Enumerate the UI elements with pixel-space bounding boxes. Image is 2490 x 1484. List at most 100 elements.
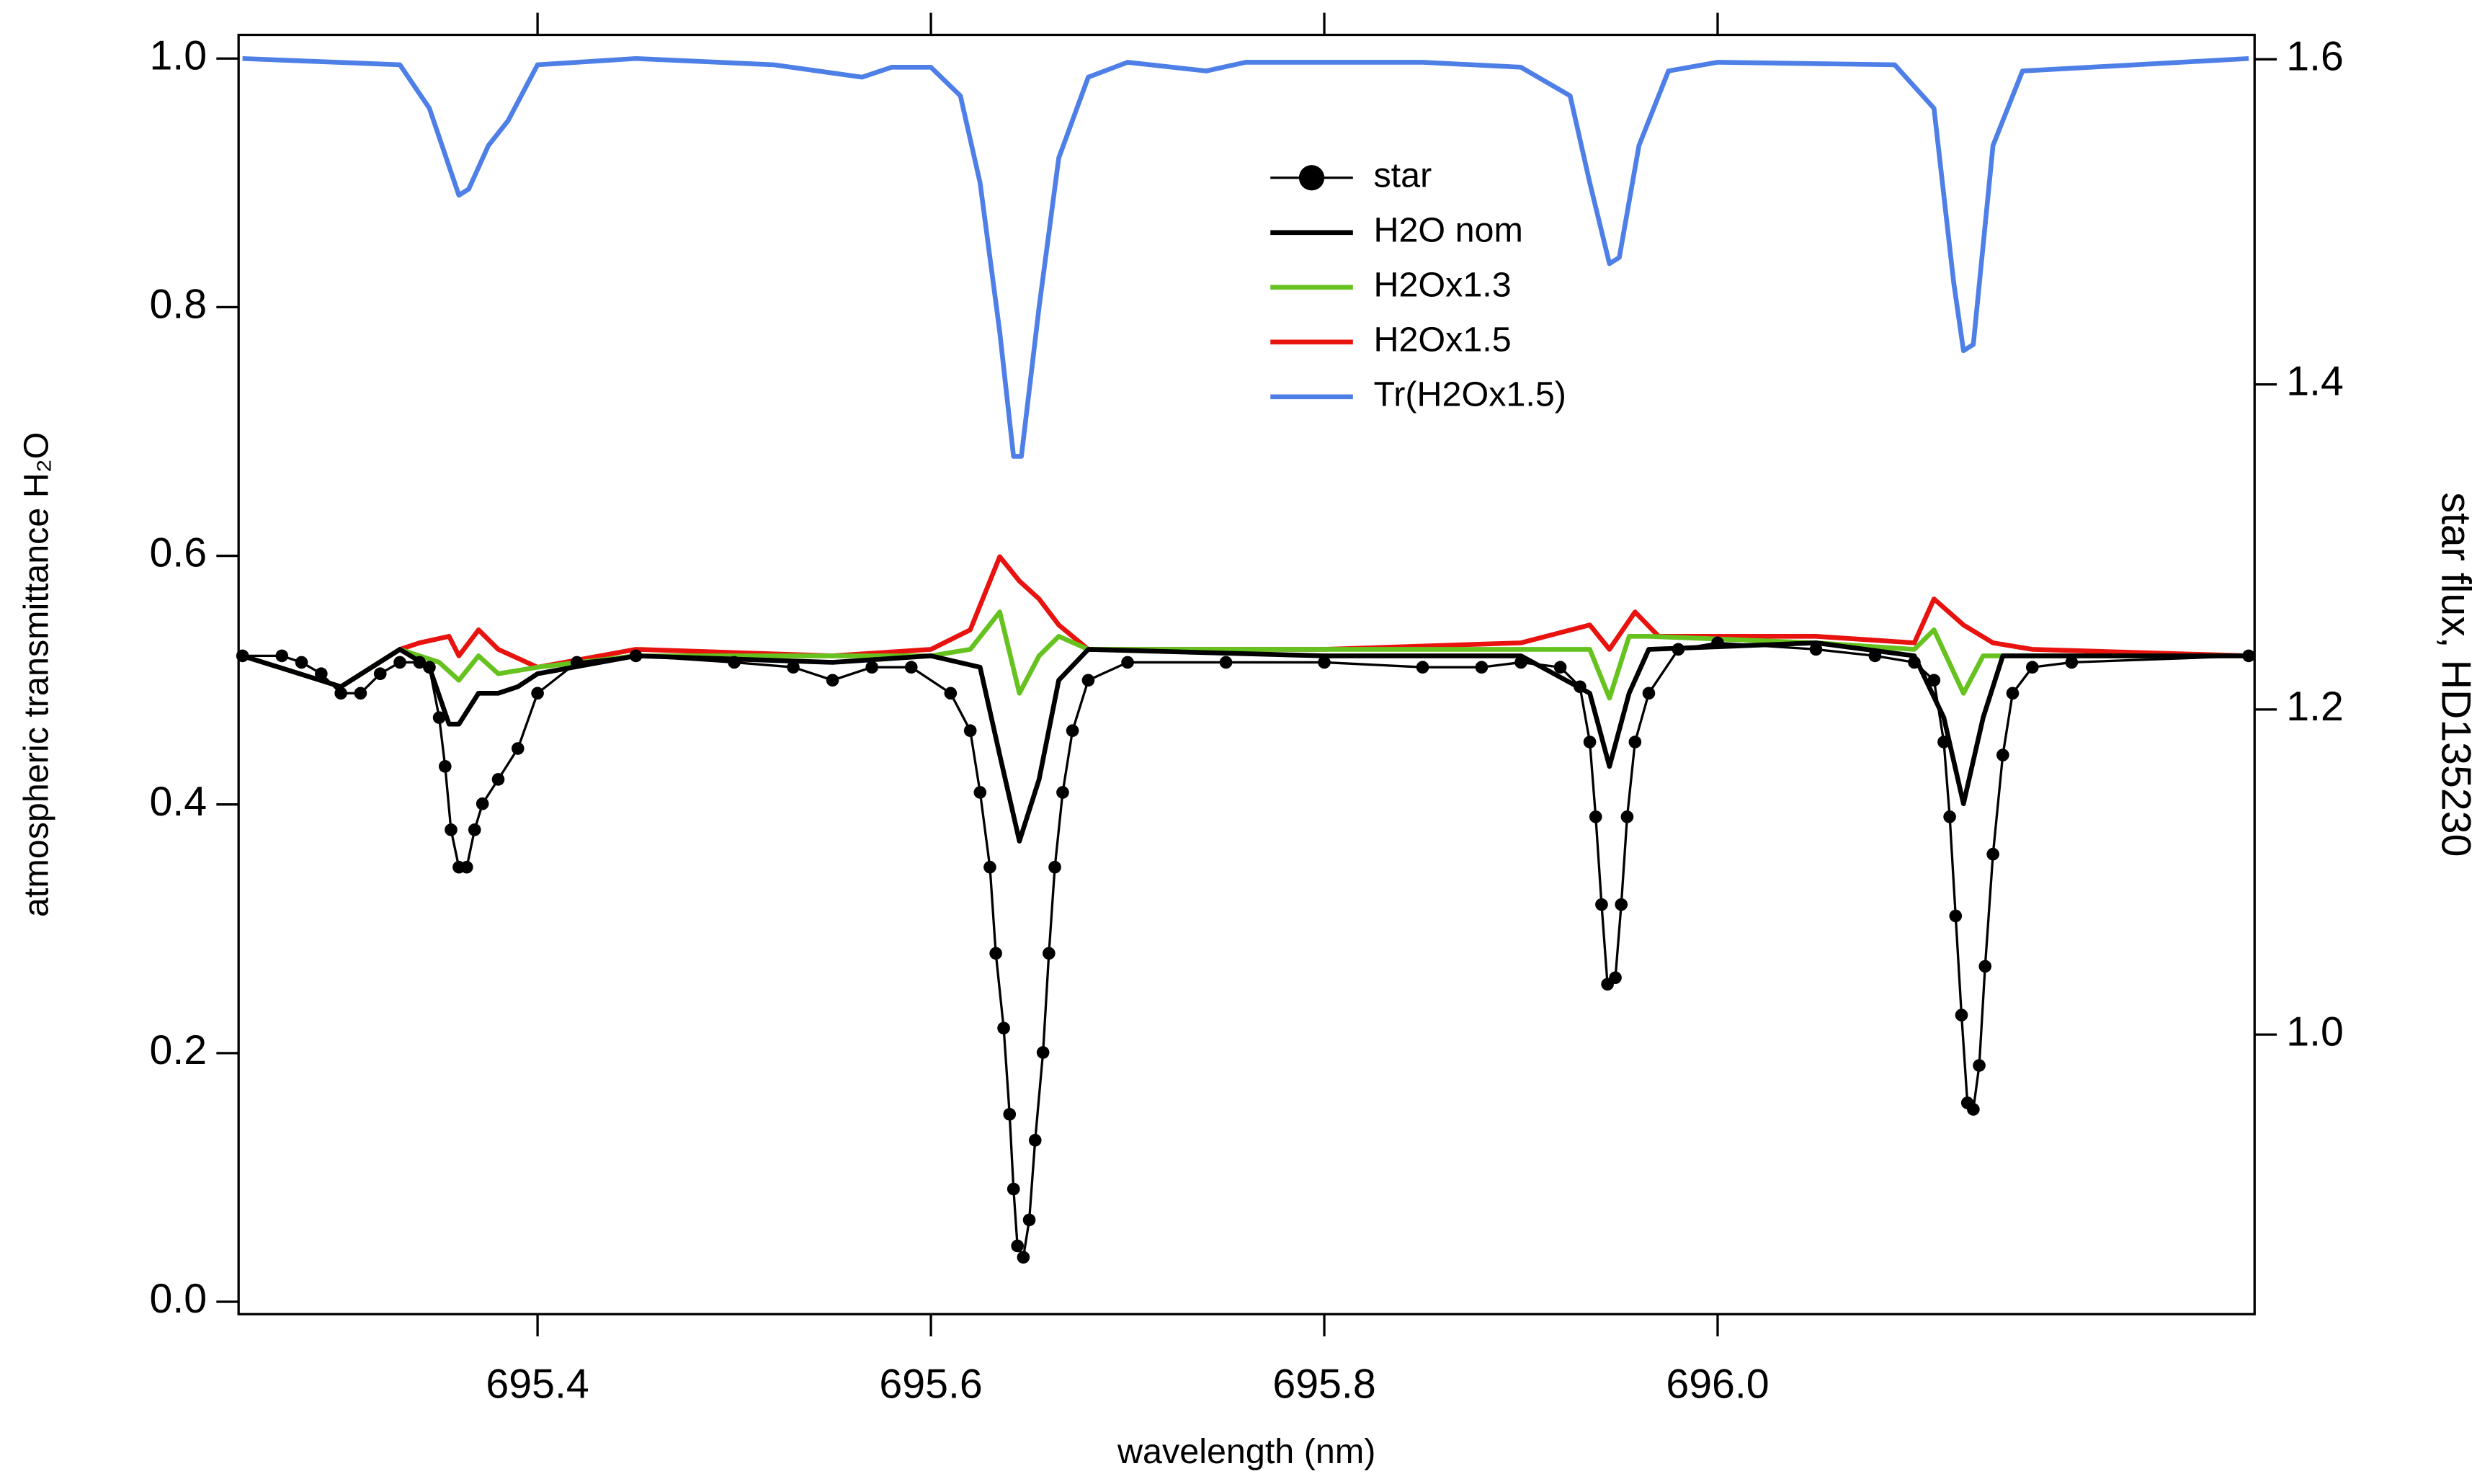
- star-point: [1949, 909, 1963, 923]
- star-point: [491, 773, 505, 786]
- star-point: [826, 674, 839, 687]
- star-point: [2025, 661, 2039, 674]
- star-point: [1066, 724, 1079, 738]
- series-line: [241, 609, 2249, 701]
- x-tick-label: 695.8: [1272, 1362, 1375, 1408]
- x-tick-label: 695.6: [879, 1362, 982, 1408]
- star-point: [1628, 736, 1642, 748]
- star-point: [1574, 680, 1587, 694]
- x-axis-title: wavelength (nm): [1117, 1432, 1375, 1471]
- star-point: [1022, 1213, 1036, 1227]
- star-point: [787, 661, 800, 674]
- star-point: [1868, 649, 1882, 663]
- star-point: [1908, 656, 1921, 669]
- star-point: [989, 947, 1002, 960]
- star-point: [1937, 736, 1950, 748]
- star-point: [531, 687, 544, 700]
- star-point: [570, 656, 584, 669]
- star-point: [1043, 947, 1056, 960]
- star-point: [334, 687, 347, 700]
- star-point: [944, 687, 958, 700]
- star-point: [2065, 656, 2079, 669]
- star-point: [1943, 810, 1956, 823]
- star-point: [1967, 1103, 1980, 1116]
- star-point: [728, 656, 741, 669]
- star-point: [315, 667, 328, 681]
- star-point: [963, 724, 977, 738]
- star-point: [1048, 860, 1061, 874]
- star-point: [1986, 847, 1999, 861]
- star-point: [1416, 661, 1429, 674]
- star-point: [432, 711, 446, 724]
- star-point: [1475, 661, 1489, 674]
- star-point: [865, 661, 878, 674]
- star-point: [1589, 810, 1602, 823]
- star-point: [1711, 636, 1724, 650]
- star-point: [1011, 1239, 1024, 1253]
- star-point: [354, 687, 367, 700]
- star-point: [1003, 1107, 1017, 1121]
- star-point: [1056, 786, 1069, 799]
- star-point: [511, 742, 525, 755]
- star-point: [445, 823, 458, 836]
- star-point: [973, 786, 987, 799]
- star-point: [1007, 1182, 1020, 1196]
- y2-tick-label: 1.4: [2286, 359, 2344, 405]
- star-point: [1809, 643, 1823, 656]
- star-point: [1973, 1059, 1986, 1072]
- y-tick-label: 0.8: [149, 282, 207, 328]
- y-axis-title: atmospheric transmittance H₂O: [17, 432, 55, 917]
- y-tick-label: 0.2: [149, 1027, 207, 1073]
- legend-label: H2Ox1.5: [1373, 321, 1511, 359]
- y-tick-label: 0.6: [149, 530, 207, 576]
- y2-tick-label: 1.6: [2286, 33, 2344, 79]
- star-point: [1996, 748, 2009, 761]
- y-tick-label: 0.0: [149, 1276, 207, 1322]
- star-point: [2242, 649, 2255, 663]
- star-point: [476, 797, 489, 810]
- series-line: [242, 55, 2249, 459]
- legend-label: Tr(H2Ox1.5): [1373, 375, 1566, 414]
- x-tick-label: 695.4: [486, 1362, 589, 1408]
- star-point: [1017, 1251, 1030, 1264]
- legend-label: star: [1373, 156, 1432, 195]
- y2-tick-label: 1.2: [2286, 684, 2344, 730]
- star-point: [1028, 1134, 1042, 1147]
- series-line: [241, 554, 2249, 689]
- star-point: [460, 860, 473, 874]
- star-point: [423, 661, 436, 674]
- legend-label: H2O nom: [1373, 211, 1522, 250]
- star-point: [1955, 1009, 1968, 1022]
- star-point: [1642, 687, 1656, 700]
- star-point: [997, 1022, 1010, 1034]
- y-tick-label: 0.4: [149, 779, 207, 825]
- y-tick-label: 1.0: [149, 32, 207, 79]
- plot-frame: [237, 33, 2256, 1315]
- star-point: [275, 649, 289, 663]
- star-point: [1553, 661, 1567, 674]
- star-point: [1595, 898, 1608, 911]
- star-point: [2006, 687, 2020, 700]
- star-point: [1318, 656, 1331, 669]
- star-point: [1620, 810, 1634, 823]
- star-point: [1672, 643, 1685, 656]
- star-point: [1615, 898, 1628, 911]
- star-point: [438, 760, 452, 773]
- y2-tick-label: 1.0: [2286, 1009, 2344, 1055]
- star-point: [1036, 1046, 1050, 1059]
- star-point: [236, 649, 249, 663]
- star-point: [295, 656, 308, 669]
- x-tick-label: 696.0: [1666, 1362, 1769, 1408]
- star-point: [1583, 736, 1597, 748]
- star-point: [629, 649, 643, 663]
- y2-axis-title: star flux, HD135230: [2433, 492, 2479, 857]
- star-point: [1978, 960, 1992, 973]
- legend-label: H2Ox1.3: [1373, 266, 1511, 305]
- star-point: [1927, 674, 1941, 687]
- star-point: [904, 661, 918, 674]
- star-point: [983, 860, 996, 874]
- star-point: [1081, 674, 1095, 687]
- star-point: [1121, 656, 1134, 669]
